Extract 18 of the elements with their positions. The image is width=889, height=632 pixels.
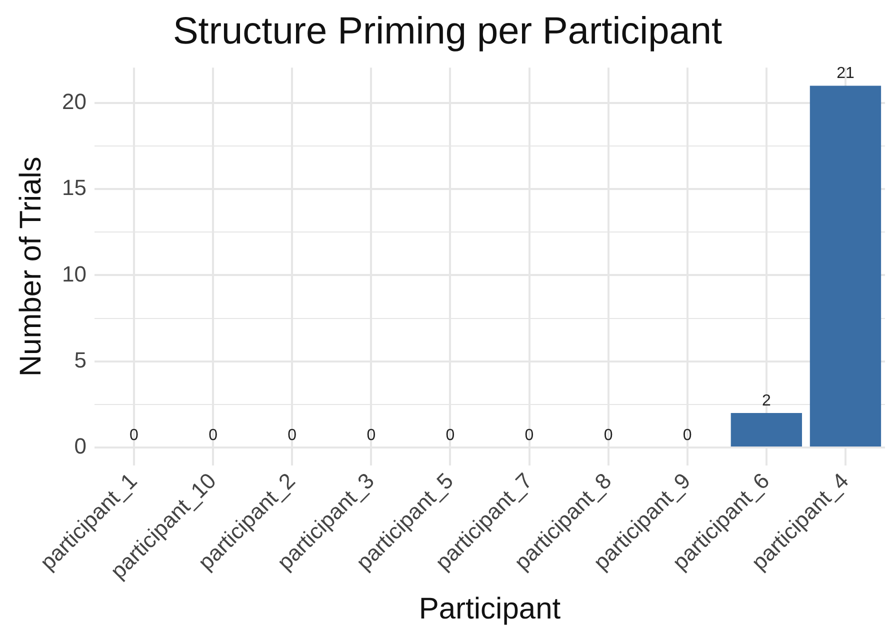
chart-title: Structure Priming per Participant — [172, 10, 722, 52]
y-tick-label: 10 — [62, 261, 86, 286]
data-label: 0 — [130, 426, 139, 444]
data-label: 2 — [762, 392, 771, 410]
data-label: 0 — [524, 426, 534, 444]
data-label: 0 — [208, 426, 218, 444]
data-label: 0 — [682, 426, 692, 444]
y-tick-label: 0 — [74, 434, 86, 459]
data-label: 0 — [604, 426, 613, 444]
y-tick-label: 5 — [74, 347, 86, 372]
data-label: 0 — [446, 426, 455, 444]
x-axis-title: Participant — [418, 592, 562, 626]
y-tick-label: 15 — [62, 175, 86, 200]
data-label: 0 — [366, 426, 376, 444]
data-label: 21 — [836, 65, 854, 82]
data-label: 0 — [288, 426, 297, 444]
y-tick-label: 20 — [62, 88, 86, 114]
y-axis-title: Number of Trials — [14, 156, 48, 377]
